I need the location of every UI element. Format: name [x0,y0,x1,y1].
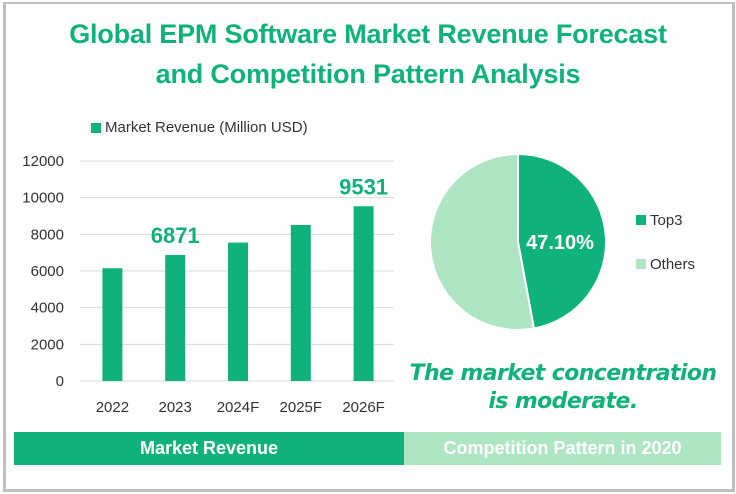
footer-competition-pattern: Competition Pattern in 2020 [404,432,721,465]
x-tick-label: 2026F [342,399,385,416]
bar-legend-swatch [91,122,101,133]
x-tick-label: 2025F [280,399,323,416]
pie-data-label: 47.10% [526,232,594,254]
title-line-2: and Competition Pattern Analysis [155,59,581,89]
y-tick-label: 2000 [31,336,64,353]
y-tick-label: 6000 [31,263,64,280]
note-line-2: is moderate. [488,389,638,414]
bar-legend: Market Revenue (Million USD) [91,119,308,136]
bar-data-labels: 6871 9531 [151,174,388,248]
bar-data-label: 6871 [151,223,200,248]
title-line-1: Global EPM Software Market Revenue Forec… [69,19,667,49]
conclusion-note: The market concentration is moderate. [395,360,731,416]
x-tick-label: 2022 [96,399,129,416]
pie-legend-swatch [636,259,646,269]
y-tick-label: 12000 [22,153,64,170]
x-tick-label: 2023 [159,399,192,416]
note-line-1: The market concentration [409,361,718,386]
bar-series [102,206,374,381]
x-axis-ticks: 2022 2023 2024F 2025F 2026F [96,399,385,416]
bar [228,242,248,381]
bar [290,224,311,381]
page-title: Global EPM Software Market Revenue Forec… [0,14,736,94]
bar-data-label: 9531 [339,174,388,199]
pie-legend-label: Others [650,255,696,273]
y-axis-ticks: 0 2000 4000 6000 8000 10000 12000 [22,153,64,390]
pie-slice-others [429,152,536,331]
pie-legend-item-top3: Top3 [636,210,695,230]
pie-legend: Top3 Others [636,210,695,298]
pie-slice-top3 [517,152,607,330]
y-tick-label: 0 [56,373,64,390]
pie-legend-item-others: Others [636,254,695,274]
y-tick-label: 8000 [31,226,64,243]
bar [353,206,374,381]
y-tick-label: 4000 [31,300,64,317]
bar [165,255,186,381]
bar [102,268,123,381]
pie-legend-swatch [636,215,646,225]
y-tick-label: 10000 [22,190,64,207]
pie-chart: 47.10% [429,152,607,331]
footer-market-revenue: Market Revenue [14,432,404,465]
pie-legend-label: Top3 [650,211,683,229]
page-frame [3,2,735,492]
x-tick-label: 2024F [217,399,260,416]
bar-legend-label: Market Revenue (Million USD) [105,119,308,136]
